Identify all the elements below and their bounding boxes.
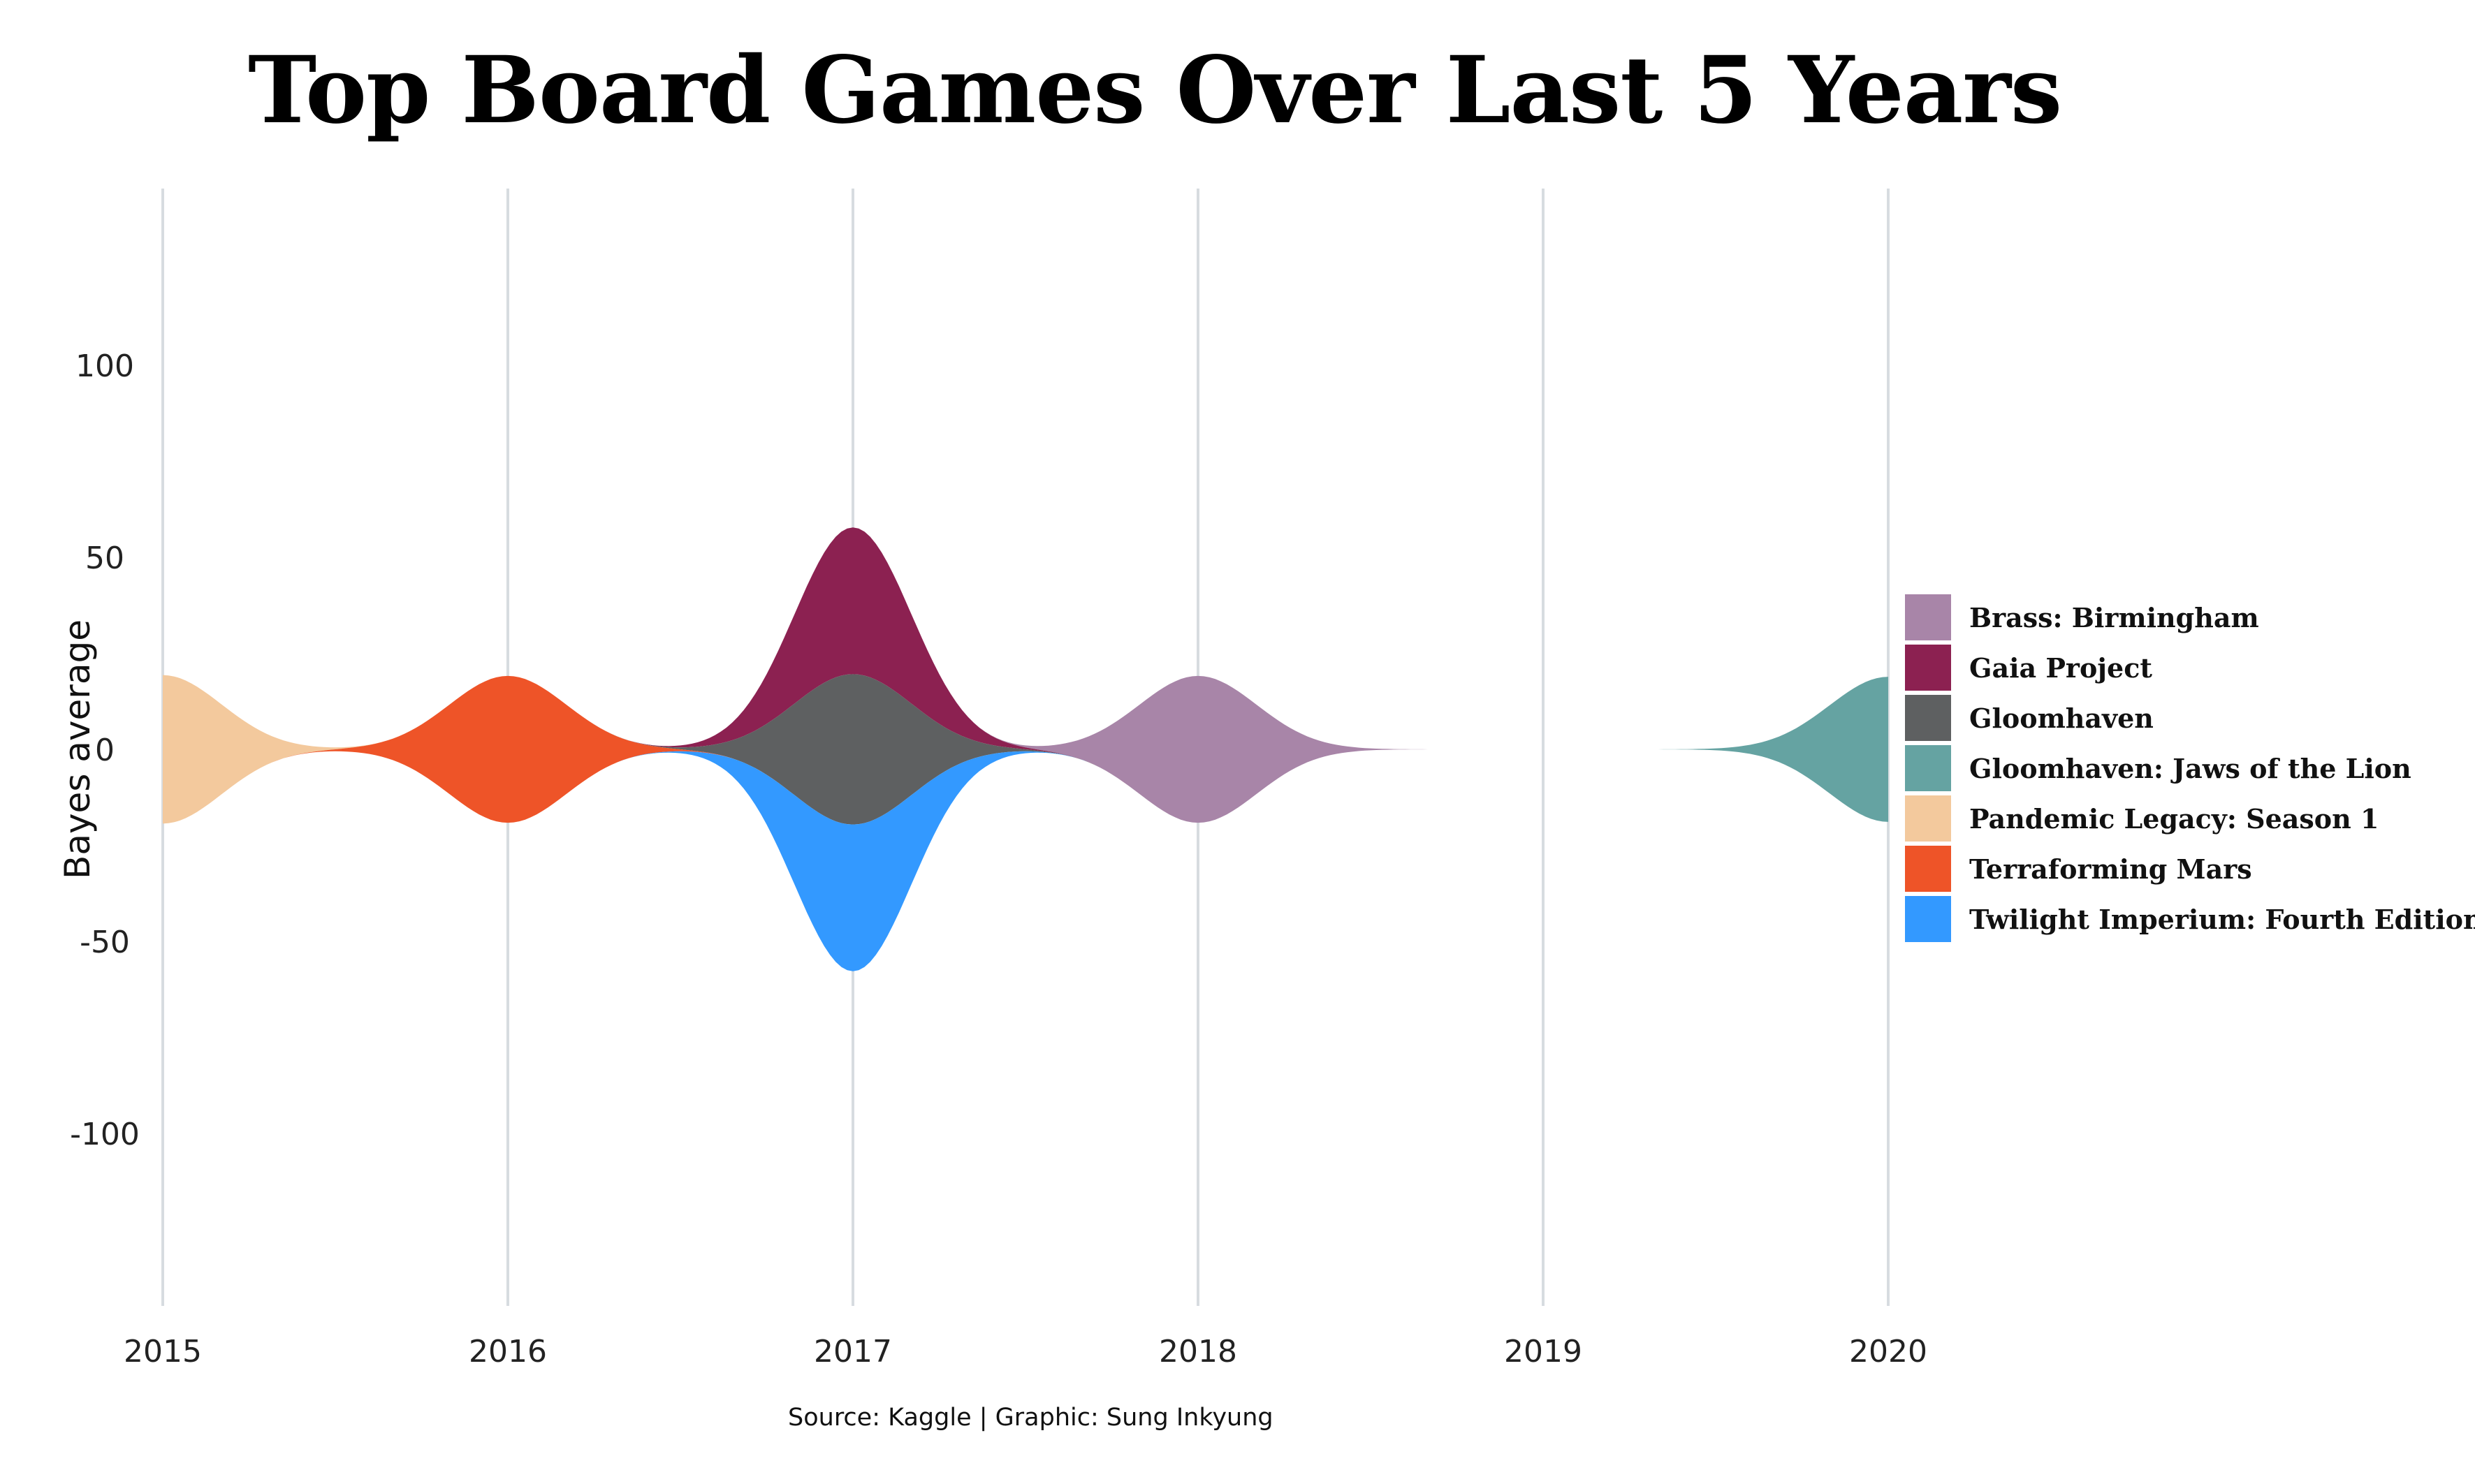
- legend-swatch: [1905, 795, 1951, 842]
- chart-title: Top Board Games Over Last 5 Years: [248, 36, 2062, 145]
- x-tick-label: 2020: [1849, 1334, 1927, 1369]
- stream-layer-gaia-project: [163, 527, 1888, 823]
- legend-item: Brass: Birmingham: [1905, 592, 2475, 642]
- y-tick-label: -100: [70, 1117, 140, 1152]
- stream-layer-terraforming-mars: [163, 675, 1888, 825]
- y-tick-label: 0: [95, 733, 115, 768]
- x-tick-label: 2018: [1159, 1334, 1237, 1369]
- legend-label: Gaia Project: [1969, 652, 2152, 684]
- legend-item: Twilight Imperium: Fourth Edition: [1905, 894, 2475, 944]
- x-tick-label: 2019: [1504, 1334, 1582, 1369]
- legend-swatch: [1905, 896, 1951, 942]
- legend-swatch: [1905, 594, 1951, 640]
- x-tick-label: 2016: [469, 1334, 547, 1369]
- legend-label: Brass: Birmingham: [1969, 601, 2259, 633]
- legend: Brass: Birmingham Gaia Project Gloomhaven G…: [1905, 592, 2475, 944]
- legend-item: Gloomhaven: Jaws of the Lion: [1905, 743, 2475, 793]
- y-tick-label: 50: [85, 541, 124, 576]
- legend-label: Gloomhaven: [1969, 702, 2154, 734]
- legend-item: Pandemic Legacy: Season 1: [1905, 793, 2475, 844]
- legend-label: Twilight Imperium: Fourth Edition: [1969, 903, 2475, 935]
- legend-item: Terraforming Mars: [1905, 844, 2475, 894]
- stream-layer-gloomhaven: [163, 674, 1888, 825]
- legend-swatch: [1905, 846, 1951, 892]
- legend-swatch: [1905, 695, 1951, 741]
- y-axis-title: Bayes average: [57, 619, 98, 879]
- source-caption: Source: Kaggle | Graphic: Sung Inkyung: [788, 1404, 1273, 1432]
- legend-swatch: [1905, 745, 1951, 791]
- y-tick-label: -50: [80, 925, 130, 960]
- legend-swatch: [1905, 645, 1951, 691]
- legend-item: Gaia Project: [1905, 642, 2475, 693]
- legend-label: Terraforming Mars: [1969, 853, 2252, 885]
- y-tick-label: 100: [75, 348, 134, 384]
- x-tick-label: 2015: [124, 1334, 202, 1369]
- legend-label: Gloomhaven: Jaws of the Lion: [1969, 752, 2411, 784]
- x-tick-label: 2017: [814, 1334, 892, 1369]
- stream-layer-twilight-imperium-fourth-edition: [163, 749, 1888, 971]
- legend-item: Gloomhaven: [1905, 693, 2475, 743]
- stream-layer-brass-birmingham: [163, 527, 1888, 823]
- legend-label: Pandemic Legacy: Season 1: [1969, 802, 2379, 835]
